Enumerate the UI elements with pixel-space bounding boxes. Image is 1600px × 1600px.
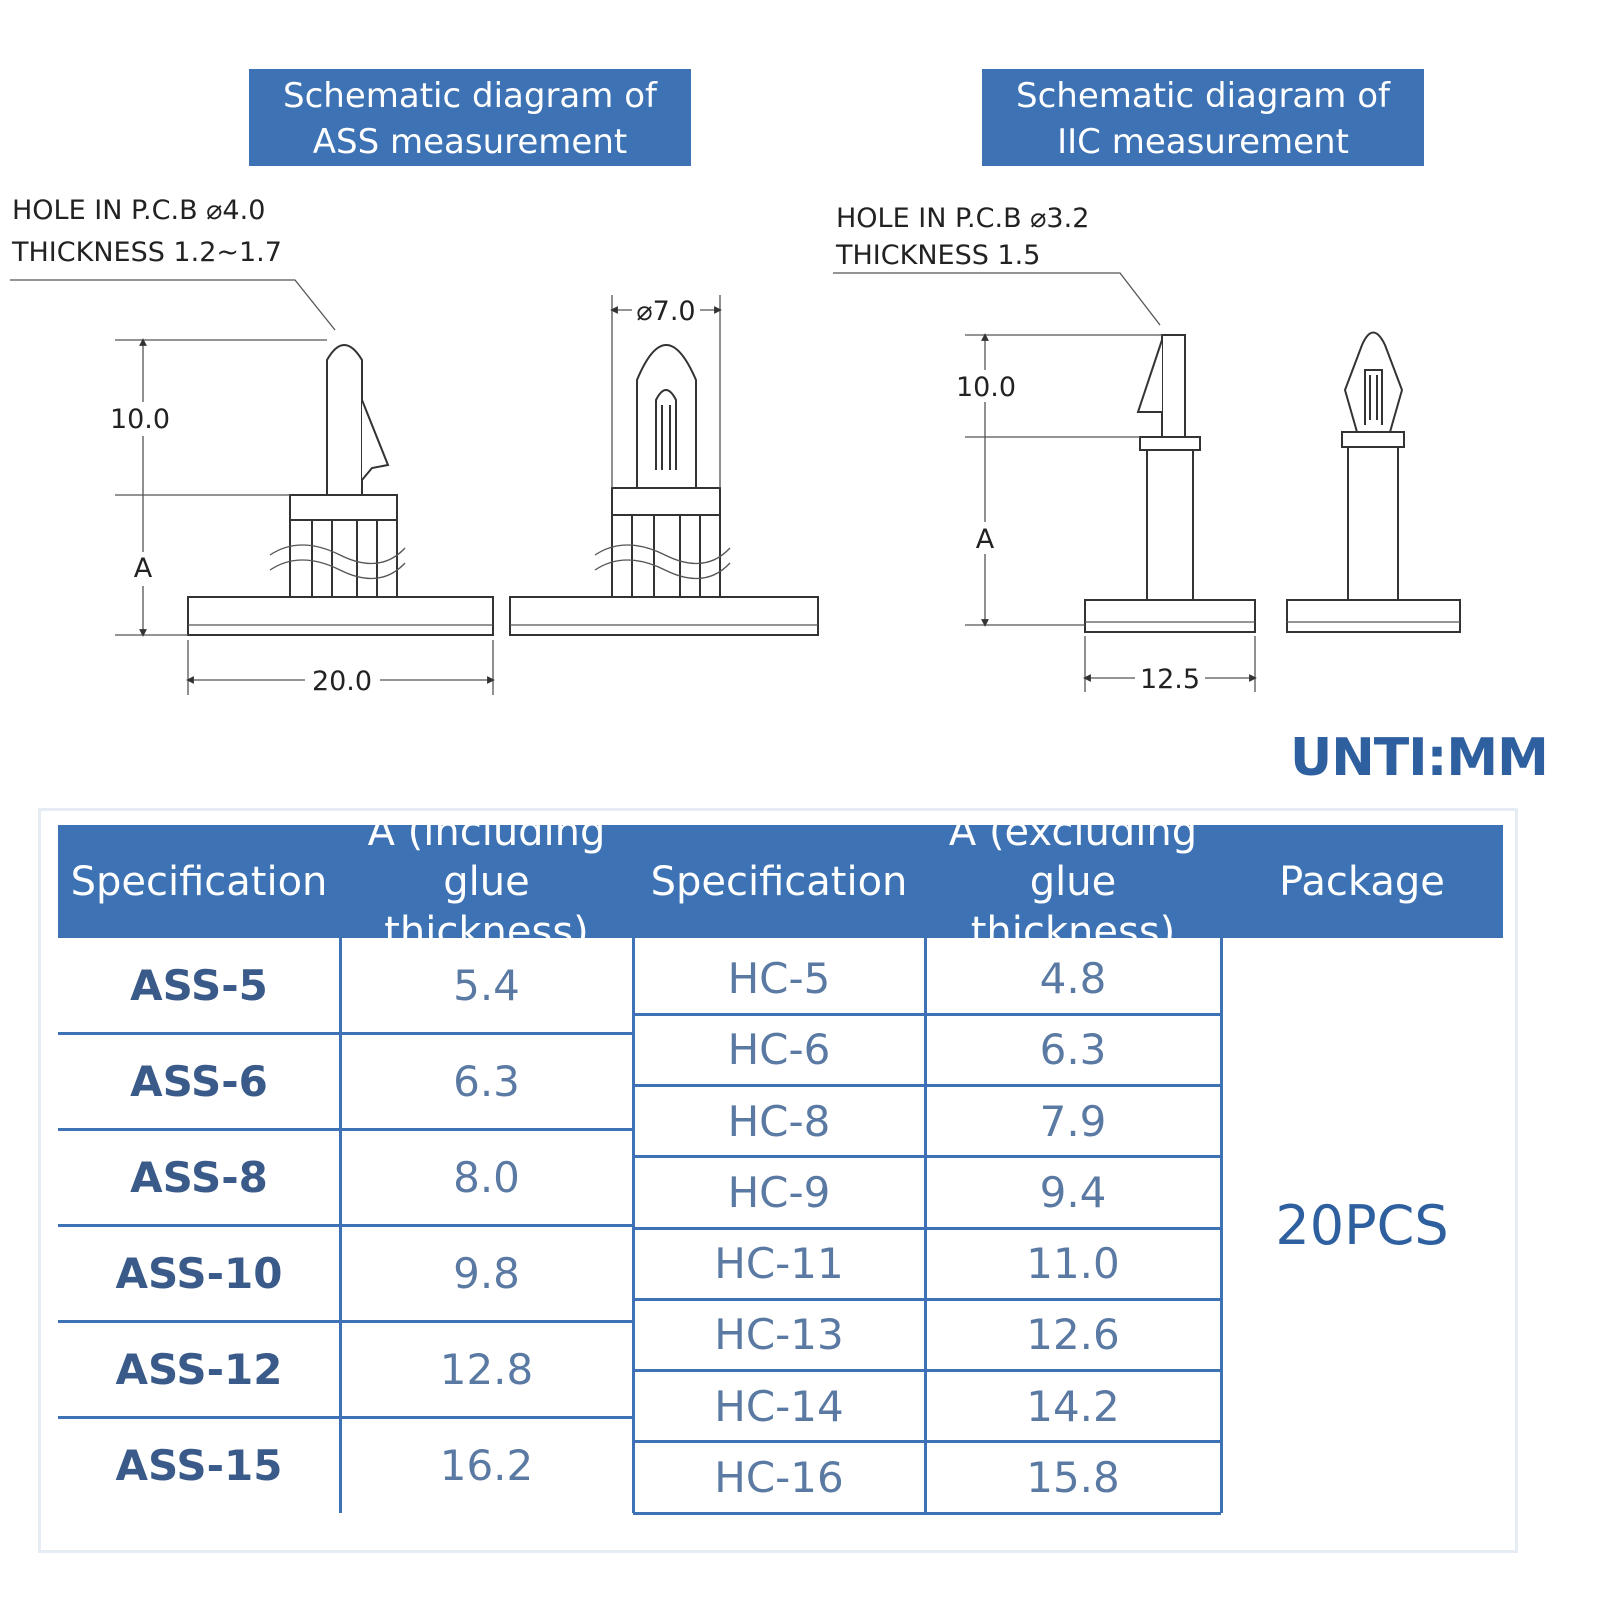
thickness-label: THICKNESS 1.2~1.7 <box>11 237 282 268</box>
spec-cell: HC-11 <box>714 1239 844 1289</box>
spec-cell: HC-8 <box>727 1096 831 1146</box>
dim-label: 10.0 <box>956 372 1016 403</box>
value-cell: 5.4 <box>453 961 520 1011</box>
column-line <box>631 938 635 1513</box>
unit-label: UNTI:MM <box>1290 728 1549 788</box>
value-cell: 9.4 <box>1039 1167 1107 1217</box>
thickness-label: THICKNESS 1.5 <box>835 240 1040 271</box>
row-line <box>58 1415 633 1419</box>
column-line <box>1219 938 1223 1513</box>
spec-cell: ASS-15 <box>115 1440 283 1490</box>
spec-cell: HC-6 <box>727 1025 831 1075</box>
spec-cell: HC-16 <box>714 1452 844 1502</box>
header-cell: Package <box>1279 858 1445 905</box>
row-line <box>633 1084 1221 1087</box>
spec-cell: HC-5 <box>727 954 831 1004</box>
value-cell: 7.9 <box>1039 1096 1107 1146</box>
value-cell: 15.8 <box>1026 1452 1120 1502</box>
dim-label: ⌀7.0 <box>636 296 695 327</box>
dim-label: A <box>976 524 995 555</box>
value-cell: 12.8 <box>439 1344 534 1394</box>
row-line <box>633 1369 1221 1372</box>
value-cell: 6.3 <box>1039 1025 1107 1075</box>
dim-label: A <box>134 553 153 584</box>
column-line <box>923 938 927 1513</box>
spec-cell: ASS-6 <box>130 1057 268 1107</box>
iic-side-view <box>965 333 1257 692</box>
value-cell: 8.0 <box>453 1153 520 1203</box>
row-line <box>58 1319 633 1323</box>
ass-front-view <box>509 295 819 636</box>
row-line <box>633 1226 1221 1230</box>
value-cell: 4.8 <box>1039 954 1107 1004</box>
diagram-title: Schematic diagram of ASS measurement <box>249 69 691 166</box>
row-line <box>633 1297 1221 1301</box>
header-cell: Specification <box>70 858 328 905</box>
value-cell: 11.0 <box>1026 1239 1120 1289</box>
header-band <box>58 825 1503 938</box>
dim-label: 12.5 <box>1140 664 1200 695</box>
leader <box>10 279 336 331</box>
row-line <box>633 1440 1221 1444</box>
spec-cell: HC-14 <box>714 1381 844 1431</box>
ass-side-view <box>115 338 495 695</box>
spec-cell: ASS-12 <box>115 1344 283 1394</box>
spec-cell: ASS-8 <box>130 1153 268 1203</box>
row-line <box>58 1224 633 1227</box>
iic-front-view <box>1286 331 1461 633</box>
hole-label: HOLE IN P.C.B ⌀3.2 <box>836 203 1089 234</box>
leader <box>833 272 1161 326</box>
diagram-title: Schematic diagram of IIC measurement <box>982 69 1424 166</box>
row-line <box>633 1155 1221 1159</box>
row-line <box>58 1032 633 1036</box>
spec-cell: HC-13 <box>714 1310 844 1360</box>
value-cell: 16.2 <box>439 1440 534 1490</box>
package-cell: 20PCS <box>1275 1194 1449 1257</box>
dim-label: 10.0 <box>110 404 170 435</box>
spec-cell: ASS-5 <box>130 961 268 1011</box>
row-line <box>58 1128 633 1132</box>
hole-label: HOLE IN P.C.B ⌀4.0 <box>12 195 265 226</box>
header-cell: A (including glue thickness) <box>367 808 606 955</box>
spec-cell: HC-9 <box>727 1167 831 1217</box>
value-cell: 9.8 <box>453 1248 520 1298</box>
row-line <box>633 1511 1221 1515</box>
value-cell: 14.2 <box>1026 1381 1120 1431</box>
spec-table: Specification A (including glue thickness… <box>38 808 1518 1553</box>
row-line <box>633 1012 1221 1016</box>
header-cell: Specification <box>650 858 908 905</box>
spec-cell: ASS-10 <box>115 1248 283 1298</box>
dim-label: 20.0 <box>312 666 372 697</box>
value-cell: 12.6 <box>1026 1310 1120 1360</box>
header-cell: A (excluding glue thickness) <box>948 808 1198 955</box>
schematics: HOLE IN P.C.B ⌀4.0 THICKNESS 1.2~1.7 10.… <box>10 195 1461 697</box>
value-cell: 6.3 <box>453 1057 520 1107</box>
column-line <box>338 938 342 1513</box>
